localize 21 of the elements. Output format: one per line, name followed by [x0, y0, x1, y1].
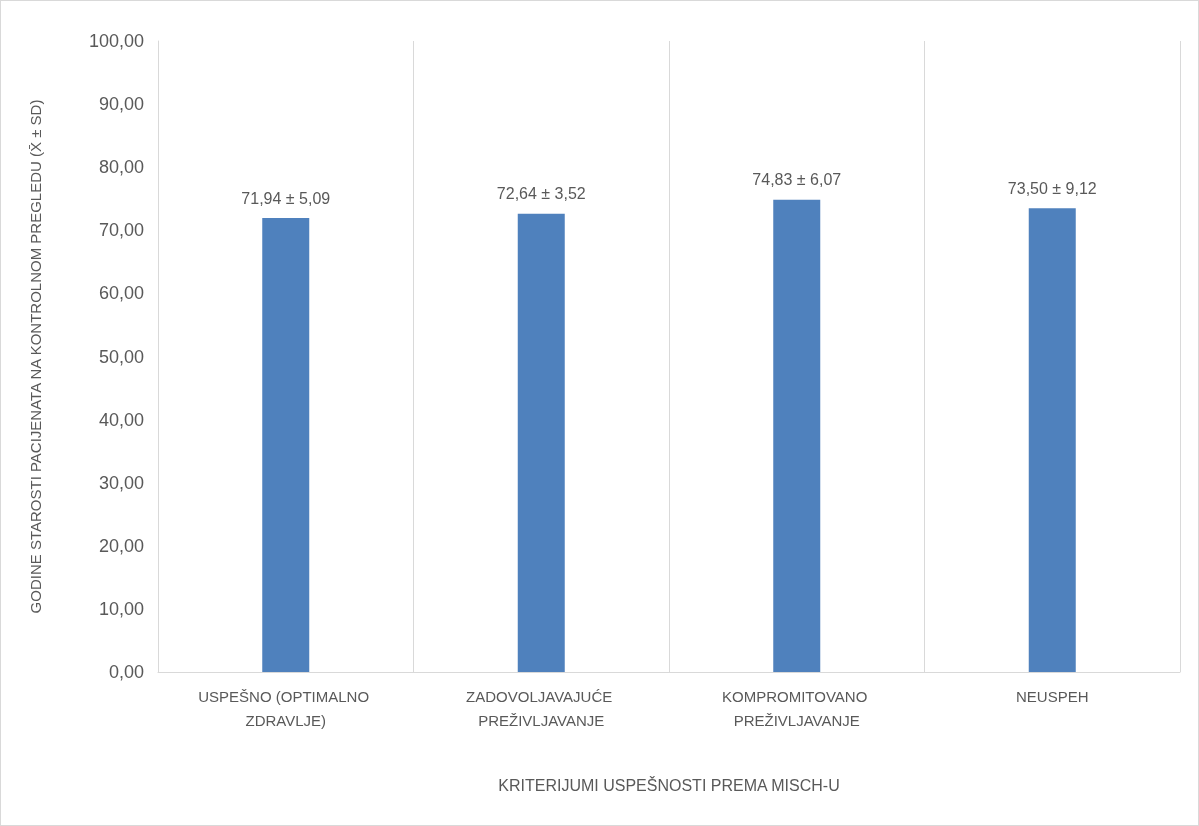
y-tick-label: 80,00	[98, 157, 144, 178]
x-tick-label: KOMPROMITOVANO PREŽIVLJAVANJE	[722, 687, 872, 729]
y-tick-label: 70,00	[98, 220, 144, 241]
y-tick-label: 10,00	[98, 598, 144, 619]
y-tick-label: 20,00	[98, 535, 144, 556]
x-tick-label: USPEŠNO (OPTIMALNO ZDRAVLJE)	[198, 687, 374, 729]
y-tick-label: 60,00	[98, 283, 144, 304]
y-tick-label: 0,00	[108, 662, 144, 682]
y-tick-label: 90,00	[98, 94, 144, 115]
y-tick-label: 30,00	[98, 472, 144, 493]
y-axis-title: GODINE STAROSTI PACIJENATA NA KONTROLNOM PREGLEDU (X̄ ± SD)	[27, 99, 44, 614]
data-label: 74,83 ± 6,07	[752, 171, 842, 189]
y-tick-label: 100,00	[88, 31, 144, 51]
data-label: 72,64 ± 3,52	[496, 185, 586, 203]
x-tick-label: ZADOVOLJAVAJUĆE PREŽIVLJAVANJE	[466, 687, 617, 729]
x-tick-label: NEUSPEH	[1015, 687, 1089, 705]
x-axis-title: KRITERIJUMI USPEŠNOSTI PREMA MISCH-U	[498, 775, 840, 794]
data-label: 71,94 ± 5,09	[241, 189, 331, 207]
y-tick-label: 50,00	[98, 346, 144, 367]
y-tick-label: 40,00	[98, 409, 144, 430]
data-label: 73,50 ± 9,12	[1007, 179, 1097, 197]
